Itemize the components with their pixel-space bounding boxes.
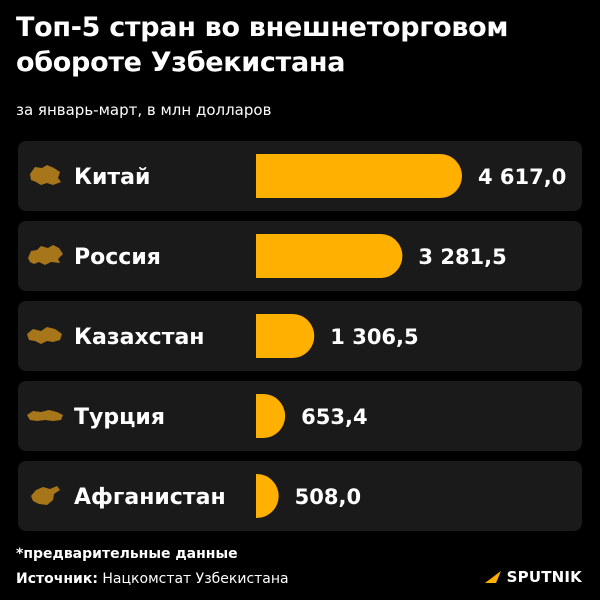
category-label: Казахстан	[74, 325, 205, 350]
category-label: Афганистан	[74, 485, 226, 510]
turkey-map-icon	[27, 410, 63, 421]
chart-row: Казахстан 1 306,5	[18, 301, 582, 371]
china-map-icon	[30, 165, 61, 185]
page-title: Топ-5 стран во внешнеторговом обороте Уз…	[16, 12, 509, 78]
value-label: 4 617,0	[478, 165, 566, 189]
source-text: Нацкомстат Узбекистана	[102, 571, 289, 587]
chart-row: Россия 3 281,5	[18, 221, 582, 291]
bar	[256, 314, 315, 358]
value-label: 1 306,5	[330, 325, 418, 349]
chart-row: Афганистан 508,0	[18, 461, 582, 531]
category-label: Китай	[74, 165, 150, 190]
bar	[256, 474, 279, 518]
source-line: Источник: Нацкомстат Узбекистана	[16, 571, 289, 587]
value-label: 3 281,5	[418, 245, 506, 269]
chart-row: Турция 653,4	[18, 381, 582, 451]
kazakhstan-map-icon	[27, 327, 62, 344]
row-background	[18, 461, 582, 531]
sputnik-logo: SPUTNIK	[483, 568, 582, 586]
category-label: Россия	[74, 245, 161, 270]
sputnik-arrow-icon	[484, 571, 501, 583]
source-label: Источник:	[16, 571, 98, 587]
category-label: Турция	[74, 405, 165, 430]
brand-name: SPUTNIK	[506, 568, 582, 586]
chart-subtitle: за январь-март, в млн долларов	[16, 101, 272, 119]
bar	[256, 394, 286, 438]
bar	[256, 234, 403, 278]
value-label: 653,4	[301, 405, 367, 429]
footnote: *предварительные данные	[16, 546, 238, 562]
bar	[256, 154, 462, 198]
value-label: 508,0	[295, 485, 361, 509]
row-background	[18, 381, 582, 451]
chart-row: Китай 4 617,0	[18, 141, 582, 211]
afghanistan-map-icon	[31, 486, 60, 505]
russia-map-icon	[28, 245, 63, 265]
